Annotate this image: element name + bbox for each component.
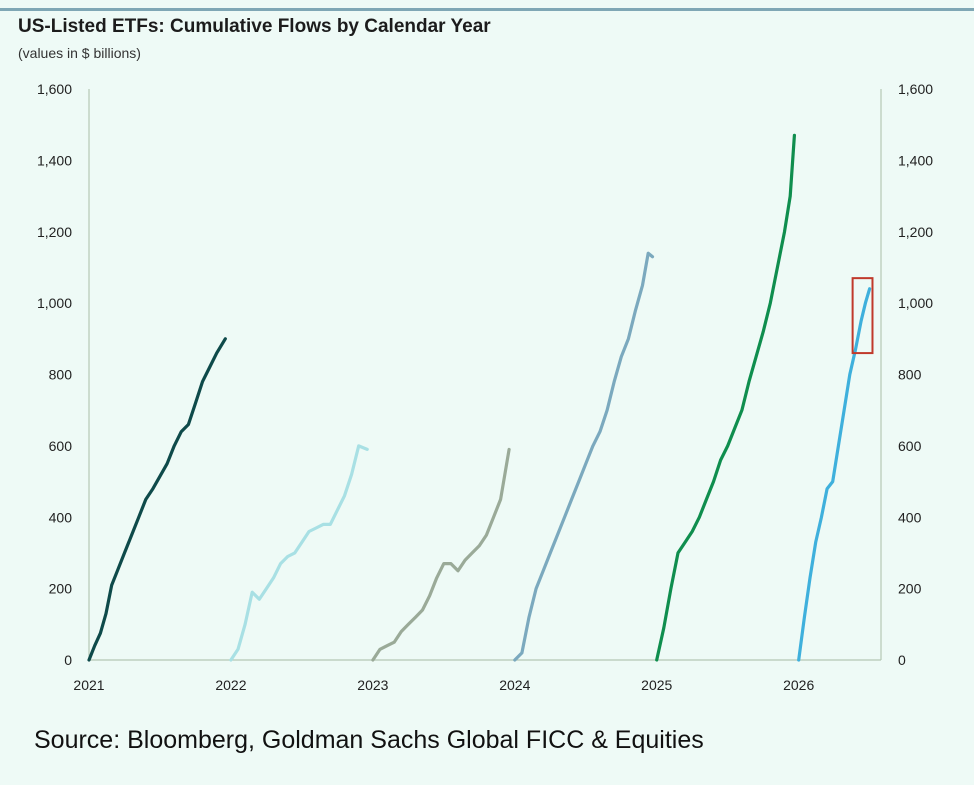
series-line-2026 bbox=[797, 287, 872, 662]
y-tick-label-left: 0 bbox=[64, 652, 72, 668]
y-tick-label-right: 800 bbox=[898, 367, 922, 383]
x-tick-label: 2022 bbox=[215, 677, 246, 693]
y-tick-label-right: 1,400 bbox=[898, 152, 933, 168]
chart-title: US-Listed ETFs: Cumulative Flows by Cale… bbox=[18, 16, 491, 37]
y-tick-label-right: 600 bbox=[898, 438, 922, 454]
y-tick-label-right: 1,000 bbox=[898, 295, 933, 311]
y-tick-label-left: 200 bbox=[49, 581, 73, 597]
series-line-2022 bbox=[229, 444, 369, 662]
y-tick-label-left: 1,200 bbox=[37, 224, 72, 240]
y-tick-label-right: 400 bbox=[898, 509, 922, 525]
x-tick-label: 2024 bbox=[499, 677, 530, 693]
highlight-box bbox=[851, 277, 874, 355]
y-tick-label-right: 0 bbox=[898, 652, 906, 668]
y-tick-label-right: 1,200 bbox=[898, 224, 933, 240]
x-tick-label: 2021 bbox=[73, 677, 104, 693]
y-tick-label-left: 1,600 bbox=[37, 81, 72, 97]
series-line-2025 bbox=[655, 133, 797, 662]
series-line-2021 bbox=[87, 337, 227, 662]
series-line-2023 bbox=[371, 447, 511, 662]
x-tick-label: 2025 bbox=[641, 677, 672, 693]
y-tick-label-left: 1,000 bbox=[37, 295, 72, 311]
y-tick-label-right: 200 bbox=[898, 581, 922, 597]
x-tick-label: 2023 bbox=[357, 677, 388, 693]
y-tick-label-left: 1,400 bbox=[37, 152, 72, 168]
series-line-2024 bbox=[513, 251, 655, 662]
x-tick-label: 2026 bbox=[783, 677, 814, 693]
top-rule bbox=[0, 8, 974, 11]
y-tick-label-left: 800 bbox=[49, 367, 73, 383]
chart-subtitle: (values in $ billions) bbox=[18, 45, 141, 61]
y-tick-label-left: 400 bbox=[49, 509, 73, 525]
y-tick-label-left: 600 bbox=[49, 438, 73, 454]
source-note: Source: Bloomberg, Goldman Sachs Global … bbox=[34, 726, 704, 754]
y-tick-label-right: 1,600 bbox=[898, 81, 933, 97]
